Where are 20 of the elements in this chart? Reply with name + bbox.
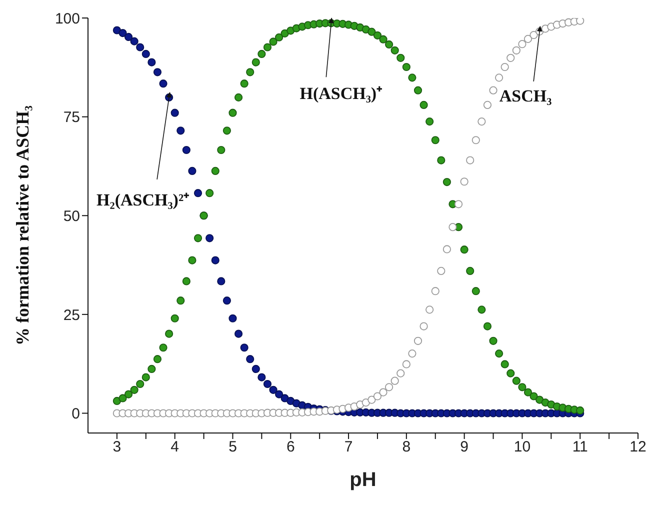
series-label: ASCH₃ (499, 86, 552, 106)
x-tick-label: 3 (112, 438, 122, 456)
x-tick-label: 9 (460, 438, 468, 456)
x-tick-label: 7 (344, 438, 353, 456)
y-tick-label: 50 (63, 208, 80, 225)
x-tick-label: 4 (170, 438, 180, 456)
x-axis-title: pH (350, 469, 376, 491)
series-label: H₂(ASCH₃)²⁺ (96, 190, 190, 210)
series-label: H(ASCH₃)⁺ (300, 84, 383, 104)
x-tick-label: 8 (402, 438, 411, 456)
x-tick-label: 11 (572, 438, 588, 456)
y-axis-title: % formation relative to ASCH₃ (12, 104, 32, 346)
x-tick-label: 6 (286, 438, 295, 456)
x-tick-label: 12 (630, 438, 646, 456)
x-tick-label: 10 (514, 438, 531, 456)
x-tick-label: 5 (228, 438, 237, 456)
y-tick-label: 25 (63, 306, 80, 324)
y-tick-label: 100 (54, 10, 80, 28)
y-tick-label: 0 (72, 406, 80, 423)
y-tick-label: 75 (63, 109, 80, 126)
